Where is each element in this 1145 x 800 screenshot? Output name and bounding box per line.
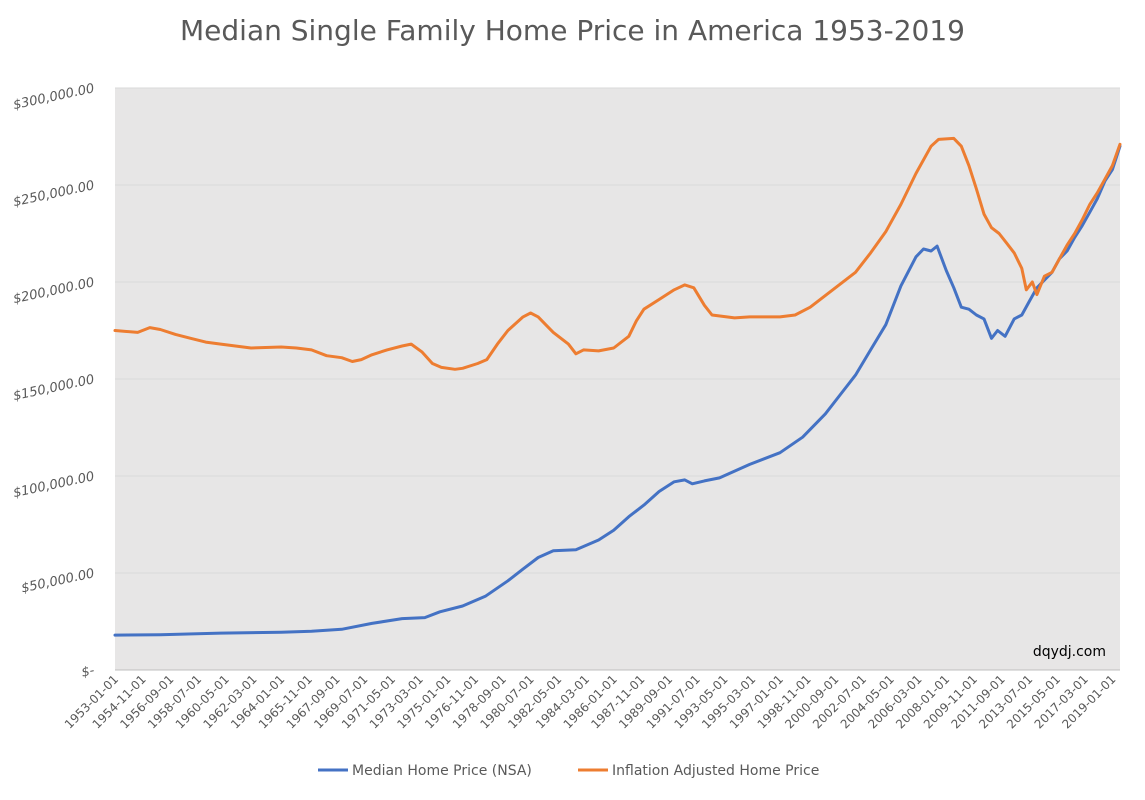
y-tick-label: $250,000.00 [12, 178, 96, 210]
series-lines [113, 136, 1122, 637]
y-axis-tick-labels: $- $50,000.00 $100,000.00 $150,000.00 $200,0… [12, 81, 96, 680]
chart-annotation: dqydj.com [1033, 644, 1106, 660]
series-line-inflation-adjusted-price [113, 136, 1122, 371]
x-axis-tick-labels: 1953-01-011954-11-011956-09-011958-07-01… [62, 672, 1119, 731]
gridlines [115, 87, 1120, 671]
y-tick-label: $300,000.00 [12, 81, 96, 113]
chart-legend: Median Home Price (NSA) Inflation Adjuste… [318, 763, 819, 779]
y-tick-label: $50,000.00 [20, 566, 96, 596]
chart-title: Median Single Family Home Price in Ameri… [180, 14, 965, 47]
y-tick-label: $150,000.00 [12, 372, 96, 404]
legend-label: Median Home Price (NSA) [352, 763, 532, 779]
legend-label: Inflation Adjusted Home Price [612, 763, 819, 779]
y-tick-label: $200,000.00 [12, 275, 96, 307]
y-tick-label: $- [80, 663, 96, 680]
y-tick-label: $100,000.00 [12, 469, 96, 501]
